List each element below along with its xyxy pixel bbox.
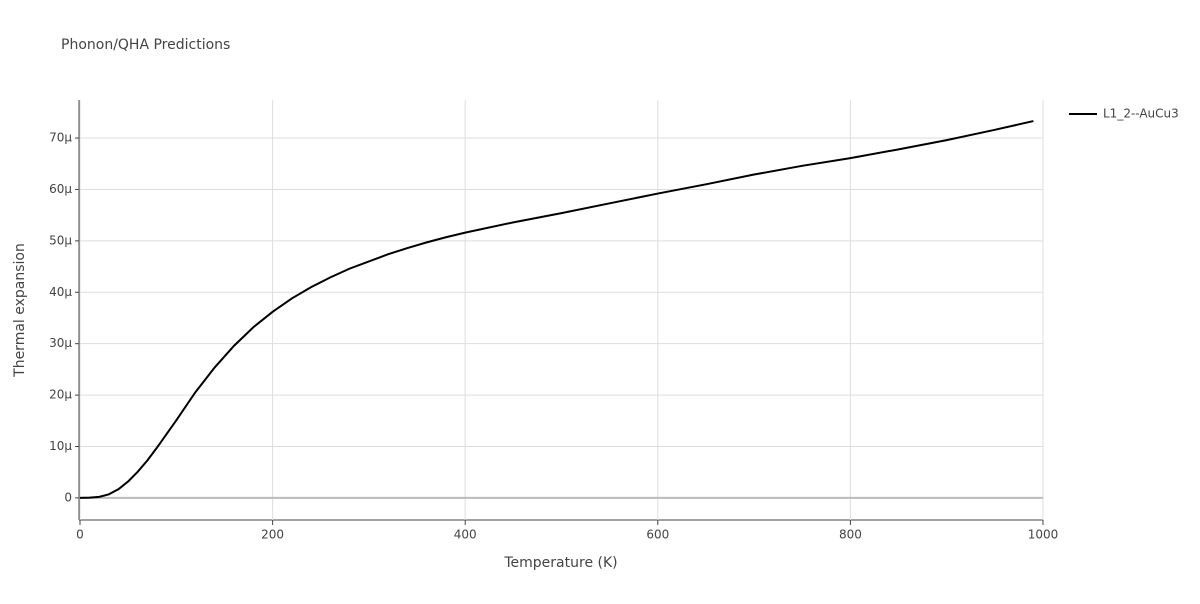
y-axis-title: Thermal expansion bbox=[12, 243, 28, 378]
legend-label: L1_2--AuCu3 bbox=[1103, 107, 1179, 121]
y-tick-label: 60μ bbox=[49, 182, 72, 196]
y-tick-label: 70μ bbox=[49, 131, 72, 145]
y-tick-label: 30μ bbox=[49, 336, 72, 350]
y-tick-label: 40μ bbox=[49, 285, 72, 299]
x-axis-title: Temperature (K) bbox=[503, 555, 617, 571]
y-tick-label: 20μ bbox=[49, 388, 72, 402]
y-tick-label: 10μ bbox=[49, 439, 72, 453]
x-tick-label: 0 bbox=[76, 528, 84, 542]
x-tick-label: 600 bbox=[646, 528, 669, 542]
y-tick-label: 0 bbox=[64, 490, 72, 504]
series-line bbox=[79, 120, 1034, 499]
y-tick-label: 50μ bbox=[49, 233, 72, 247]
chart-title: Phonon/QHA Predictions bbox=[61, 37, 230, 53]
x-tick-label: 200 bbox=[261, 528, 284, 542]
x-tick-label: 1000 bbox=[1028, 528, 1059, 542]
x-tick-label: 800 bbox=[839, 528, 862, 542]
x-tick-label: 400 bbox=[454, 528, 477, 542]
